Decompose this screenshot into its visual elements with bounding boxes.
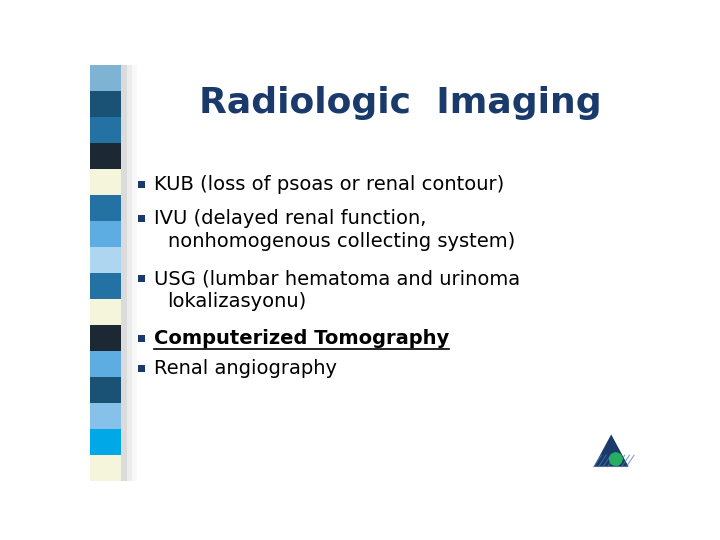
Text: nonhomogenous collecting system): nonhomogenous collecting system) xyxy=(168,232,515,252)
Bar xyxy=(121,65,137,481)
Bar xyxy=(90,403,121,429)
Text: USG (lumbar hematoma and urinoma: USG (lumbar hematoma and urinoma xyxy=(153,269,520,288)
Bar xyxy=(90,221,121,247)
Bar xyxy=(138,275,145,282)
Bar xyxy=(90,247,121,273)
Bar xyxy=(90,117,121,143)
Text: lokalizasyonu): lokalizasyonu) xyxy=(168,293,307,312)
Bar xyxy=(138,215,145,222)
Bar xyxy=(90,143,121,168)
Bar xyxy=(90,325,121,350)
Bar xyxy=(90,273,121,299)
Text: KUB (loss of psoas or renal contour): KUB (loss of psoas or renal contour) xyxy=(153,174,504,194)
Text: Computerized Tomography: Computerized Tomography xyxy=(153,329,449,348)
Bar xyxy=(121,65,132,481)
Bar xyxy=(138,366,145,373)
Text: Radiologic  Imaging: Radiologic Imaging xyxy=(199,86,601,120)
Bar xyxy=(90,91,121,117)
Bar xyxy=(90,455,121,481)
Bar xyxy=(90,195,121,221)
Bar xyxy=(90,168,121,195)
Bar xyxy=(90,65,121,91)
Bar xyxy=(138,335,145,342)
Bar xyxy=(90,350,121,377)
Text: IVU (delayed renal function,: IVU (delayed renal function, xyxy=(153,210,426,228)
Bar xyxy=(90,299,121,325)
Bar xyxy=(90,429,121,455)
Bar xyxy=(90,377,121,403)
Circle shape xyxy=(610,453,622,465)
Bar xyxy=(121,65,127,481)
Bar xyxy=(138,181,145,187)
Text: Renal angiography: Renal angiography xyxy=(153,360,336,379)
Polygon shape xyxy=(594,434,629,467)
